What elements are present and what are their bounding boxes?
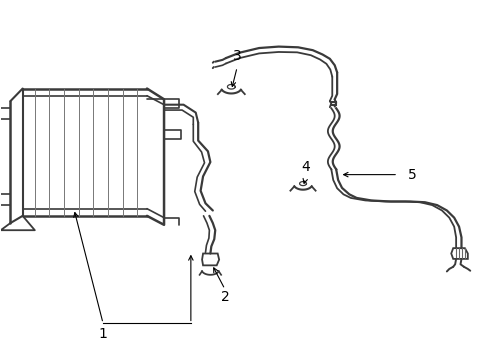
Text: 5: 5	[407, 168, 416, 182]
Text: 4: 4	[301, 161, 309, 175]
Text: 3: 3	[232, 49, 241, 63]
Text: 1: 1	[99, 327, 107, 341]
Text: 2: 2	[220, 289, 229, 303]
